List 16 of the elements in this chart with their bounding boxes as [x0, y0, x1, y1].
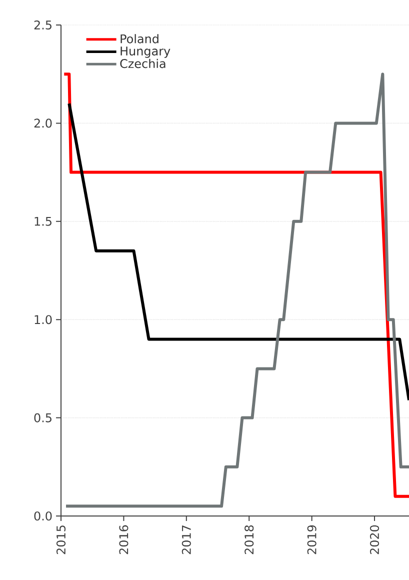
y-tick-label: 2.0	[34, 118, 52, 128]
x-tick-label: 2015	[56, 526, 66, 554]
x-tick-label: 2019	[307, 525, 316, 554]
y-tick-label: 1.0	[34, 315, 52, 324]
legend-label: Poland	[120, 34, 158, 44]
x-tick-label: 2018	[244, 525, 254, 554]
x-tick-label: 2017	[182, 526, 191, 554]
y-tick-label: 1.5	[34, 216, 52, 226]
y-tick-label: 0.5	[34, 413, 52, 422]
line-series	[68, 102, 409, 402]
x-tick-label: 2016	[119, 525, 128, 554]
legend-label: Hungary	[120, 46, 170, 58]
y-tick-label: 2.5	[34, 20, 52, 30]
legend-label: Czechia	[120, 58, 166, 68]
y-tick-label: 0.0	[34, 511, 52, 521]
x-tick-label: 2020	[370, 525, 380, 554]
